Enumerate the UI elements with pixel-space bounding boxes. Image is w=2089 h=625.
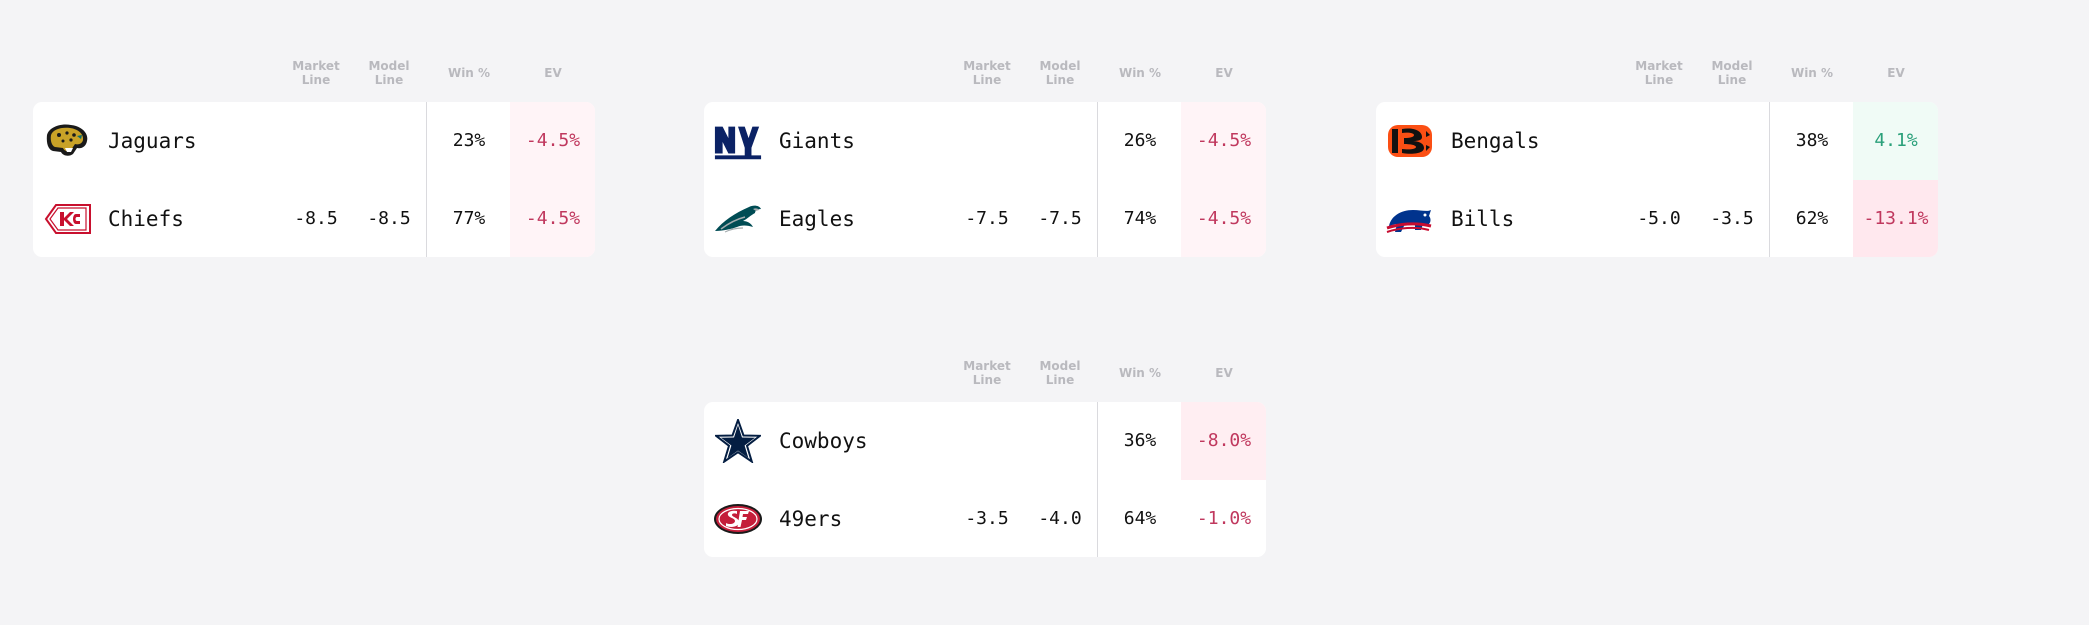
team-row-giants[interactable]: Giants 26% -4.5% — [704, 102, 1266, 180]
ev-value: -1.0% — [1196, 508, 1252, 529]
team-name: Cowboys — [779, 429, 868, 453]
win-pct-value: 77% — [452, 208, 486, 229]
team-row-chiefs[interactable]: Chiefs -8.5 -8.5 77% -4.5% — [33, 180, 595, 257]
team-row-eagles[interactable]: Eagles -7.5 -7.5 74% -4.5% — [704, 180, 1266, 257]
column-header-row: Market Line Model Line Win % EV — [33, 59, 595, 101]
header-model-line: Model Line — [368, 59, 410, 87]
win-pct-value: 62% — [1795, 208, 1829, 229]
ev-value: -4.5% — [525, 208, 581, 229]
chiefs-logo-icon — [42, 196, 92, 242]
header-market-line: Market Line — [292, 59, 340, 87]
matchup-card: Jaguars 23% -4.5% Chiefs -8.5 -8.5 — [33, 102, 595, 257]
team-name: Chiefs — [108, 207, 184, 231]
ev-value: -8.0% — [1196, 430, 1252, 451]
win-pct-value: 36% — [1123, 430, 1157, 451]
header-win-pct: Win % — [1790, 66, 1834, 80]
model-line-value: -7.5 — [1038, 208, 1082, 229]
game-card-jaguars-chiefs: Market Line Model Line Win % EV J — [33, 59, 595, 257]
column-divider — [1097, 402, 1098, 557]
model-line-value: -3.5 — [1710, 208, 1754, 229]
team-row-bills[interactable]: Bills -5.0 -3.5 62% -13.1% — [1376, 180, 1938, 257]
header-ev: EV — [1215, 366, 1233, 380]
jaguars-logo-icon — [42, 118, 92, 164]
ev-cell-bg — [510, 180, 595, 257]
win-pct-value: 26% — [1123, 130, 1157, 151]
model-line-value: -4.0 — [1038, 508, 1082, 529]
model-line-value: -8.5 — [367, 208, 411, 229]
team-row-cowboys[interactable]: Cowboys 36% -8.0% — [704, 402, 1266, 480]
matchup-card: Cowboys 36% -8.0% 49ers -3.5 — [704, 402, 1266, 557]
49ers-logo-icon — [713, 496, 763, 542]
matchup-card: Bengals 38% 4.1% Bills -5.0 -3.5 — [1376, 102, 1938, 257]
header-model-line: Model Line — [1711, 59, 1753, 87]
bills-logo-icon — [1385, 196, 1435, 242]
giants-logo-icon — [713, 118, 763, 164]
market-line-value: -3.5 — [965, 508, 1009, 529]
game-card-cowboys-49ers: Market Line Model Line Win % EV Cowboys 36… — [704, 359, 1266, 557]
ev-cell-bg — [1853, 180, 1938, 257]
team-name: Eagles — [779, 207, 855, 231]
ev-cell-bg — [1853, 102, 1938, 180]
header-win-pct: Win % — [1118, 66, 1162, 80]
team-name: Bengals — [1451, 129, 1540, 153]
market-line-value: -7.5 — [965, 208, 1009, 229]
team-name: Jaguars — [108, 129, 197, 153]
win-pct-value: 23% — [452, 130, 486, 151]
team-row-jaguars[interactable]: Jaguars 23% -4.5% — [33, 102, 595, 180]
column-header-row: Market Line Model Line Win % EV — [1376, 59, 1938, 101]
win-pct-value: 74% — [1123, 208, 1157, 229]
header-ev: EV — [1215, 66, 1233, 80]
matchup-card: Giants 26% -4.5% Eagles -7.5 -7.5 — [704, 102, 1266, 257]
header-market-line: Market Line — [963, 359, 1011, 387]
ev-value: 4.1% — [1874, 130, 1918, 151]
column-divider — [426, 102, 427, 257]
ev-cell-bg — [510, 102, 595, 180]
header-ev: EV — [1887, 66, 1905, 80]
game-card-bengals-bills: Market Line Model Line Win % EV B — [1376, 59, 1938, 257]
eagles-logo-icon — [713, 196, 763, 242]
market-line-value: -5.0 — [1637, 208, 1681, 229]
ev-value: -4.5% — [525, 130, 581, 151]
ev-value: -4.5% — [1196, 208, 1252, 229]
win-pct-value: 64% — [1123, 508, 1157, 529]
game-card-giants-eagles: Market Line Model Line Win % EV Giants — [704, 59, 1266, 257]
header-win-pct: Win % — [447, 66, 491, 80]
bengals-logo-icon — [1385, 118, 1435, 164]
team-row-49ers[interactable]: 49ers -3.5 -4.0 64% -1.0% — [704, 480, 1266, 557]
team-name: Bills — [1451, 207, 1515, 231]
ev-value: -4.5% — [1196, 130, 1252, 151]
column-header-row: Market Line Model Line Win % EV — [704, 359, 1266, 401]
win-pct-value: 38% — [1795, 130, 1829, 151]
team-name: Giants — [779, 129, 855, 153]
team-name: 49ers — [779, 507, 843, 531]
column-header-row: Market Line Model Line Win % EV — [704, 59, 1266, 101]
header-market-line: Market Line — [963, 59, 1011, 87]
column-divider — [1769, 102, 1770, 257]
market-line-value: -8.5 — [294, 208, 338, 229]
cowboys-logo-icon — [713, 418, 763, 464]
ev-cell-bg — [1181, 480, 1266, 557]
column-divider — [1097, 102, 1098, 257]
header-market-line: Market Line — [1635, 59, 1683, 87]
header-model-line: Model Line — [1039, 359, 1081, 387]
header-model-line: Model Line — [1039, 59, 1081, 87]
ev-cell-bg — [1181, 180, 1266, 257]
header-win-pct: Win % — [1118, 366, 1162, 380]
ev-value: -13.1% — [1863, 208, 1929, 229]
team-row-bengals[interactable]: Bengals 38% 4.1% — [1376, 102, 1938, 180]
ev-cell-bg — [1181, 402, 1266, 480]
ev-cell-bg — [1181, 102, 1266, 180]
header-ev: EV — [544, 66, 562, 80]
